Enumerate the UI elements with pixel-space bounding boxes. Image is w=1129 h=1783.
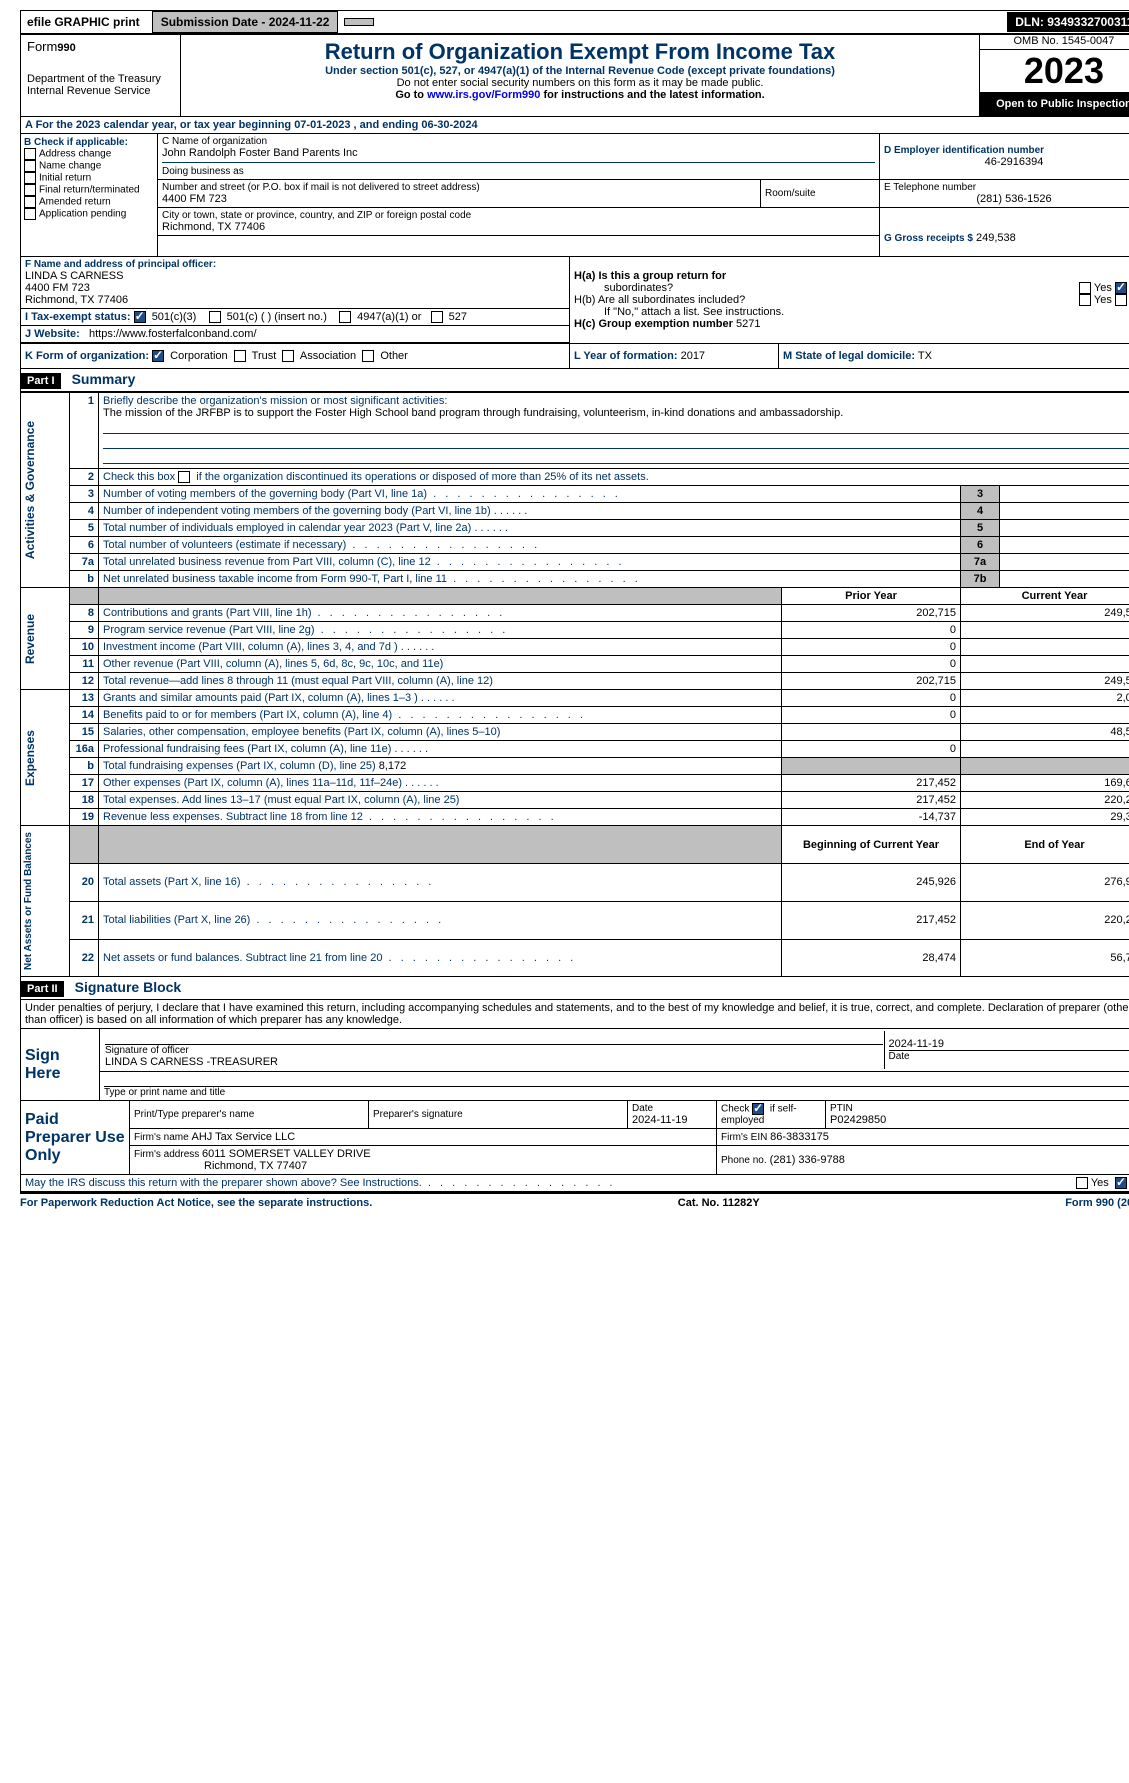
mission: The mission of the JRFBP is to support t… [103,407,843,419]
city-lbl: City or town, state or province, country… [162,210,875,221]
room-lbl: Room/suite [765,188,875,199]
info-block: B Check if applicable: Address change Na… [20,134,1129,257]
street: 4400 FM 723 [162,193,756,205]
paid-preparer: Paid Preparer Use Only [21,1101,130,1175]
org-name: John Randolph Foster Band Parents Inc [162,147,875,159]
klm-block: K Form of organization: Corporation Trus… [20,343,1129,369]
tax-year: 2023 [980,50,1129,92]
irs: Internal Revenue Service [27,85,151,97]
form-title: Return of Organization Exempt From Incom… [187,39,973,65]
irs-link[interactable]: www.irs.gov/Form990 [427,89,540,101]
sign-here-block: Sign Here Signature of officerLINDA S CA… [20,1029,1129,1101]
hc: H(c) Group exemption number 5271 [574,318,1129,330]
paid-preparer-block: Paid Preparer Use Only Print/Type prepar… [20,1101,1129,1175]
side-na: Net Assets or Fund Balances [21,826,36,976]
state: TX [918,350,932,362]
summary-table: Activities & Governance 1 Briefly descri… [20,392,1129,977]
b-item-3: Final return/terminated [24,184,154,196]
part2-title: Signature Block [75,979,182,995]
v6 [1000,537,1129,554]
dropdown-button[interactable] [344,18,374,26]
form-number: 990 [57,42,75,54]
part1-title: Summary [72,371,136,387]
omb-number: OMB No. 1545-0047 [980,35,1129,50]
line-a: A For the 2023 calendar year, or tax yea… [20,117,1129,134]
footer: For Paperwork Reduction Act Notice, see … [20,1192,1129,1209]
ha: H(a) Is this a group return for [574,270,1129,282]
c-lbl: C Name of organization [162,136,875,147]
subtitle3: Go to www.irs.gov/Form990 for instructio… [187,89,973,101]
submission-date[interactable]: Submission Date - 2024-11-22 [152,11,339,33]
v4: 7 [1000,503,1129,520]
hb-note: If "No," attach a list. See instructions… [574,306,1129,318]
side-exp: Expenses [21,724,39,792]
v3: 7 [1000,486,1129,503]
phone: (281) 536-1526 [884,193,1129,205]
efile-label: efile GRAPHIC print [21,12,146,32]
year-formation: 2017 [681,350,705,362]
subtitle1: Under section 501(c), 527, or 4947(a)(1)… [187,65,973,77]
dln: DLN: 93493327003114 [1007,12,1129,32]
officer-addr1: 4400 FM 723 [25,282,565,294]
fhijk-block: F Name and address of principal officer:… [20,257,1129,343]
gross-receipts: 249,538 [976,232,1016,244]
website[interactable]: https://www.fosterfalconband.com/ [89,328,257,340]
header-table: Form990 Return of Organization Exempt Fr… [20,34,1129,117]
b-item-2: Initial return [24,172,154,184]
b-item-0: Address change [24,148,154,160]
d-lbl: D Employer identification number [884,145,1129,156]
k-lbl: K Form of organization: [25,350,149,362]
city: Richmond, TX 77406 [162,221,875,233]
subtitle2: Do not enter social security numbers on … [187,77,973,89]
may-discuss: May the IRS discuss this return with the… [20,1175,1129,1192]
hb: H(b) Are all subordinates included? [574,294,745,306]
dept: Department of the Treasury [27,73,161,85]
g-lbl: G Gross receipts $ [884,233,973,244]
b-item-1: Name change [24,160,154,172]
b-item-5: Application pending [24,208,154,220]
officer-name: LINDA S CARNESS [25,270,565,282]
ein: 46-2916394 [884,156,1129,168]
f-lbl: F Name and address of principal officer: [25,259,565,270]
side-ag: Activities & Governance [21,415,39,565]
open-inspection: Open to Public Inspection [980,92,1129,116]
officer-addr2: Richmond, TX 77406 [25,294,565,306]
form-prefix: Form [27,39,57,54]
part1-bar: Part I [21,373,61,389]
topbar: efile GRAPHIC print Submission Date - 20… [20,10,1129,34]
declaration: Under penalties of perjury, I declare th… [20,1000,1129,1029]
j-lbl: J Website: [25,328,80,340]
dba-lbl: Doing business as [162,166,875,177]
v5: 0 [1000,520,1129,537]
v7a: 0 [1000,554,1129,571]
addr-lbl: Number and street (or P.O. box if mail i… [162,182,756,193]
side-rev: Revenue [21,608,39,670]
r1-lbl: Briefly describe the organization's miss… [103,395,447,407]
sign-here: Sign Here [21,1029,100,1101]
e-lbl: E Telephone number [884,182,1129,193]
b-item-4: Amended return [24,196,154,208]
v7b: 0 [1000,571,1129,588]
b-header: B Check if applicable: [24,137,154,148]
i-lbl: I Tax-exempt status: [25,311,131,323]
part2-bar: Part II [21,981,64,997]
r2: Check this box if the organization disco… [99,469,1129,486]
